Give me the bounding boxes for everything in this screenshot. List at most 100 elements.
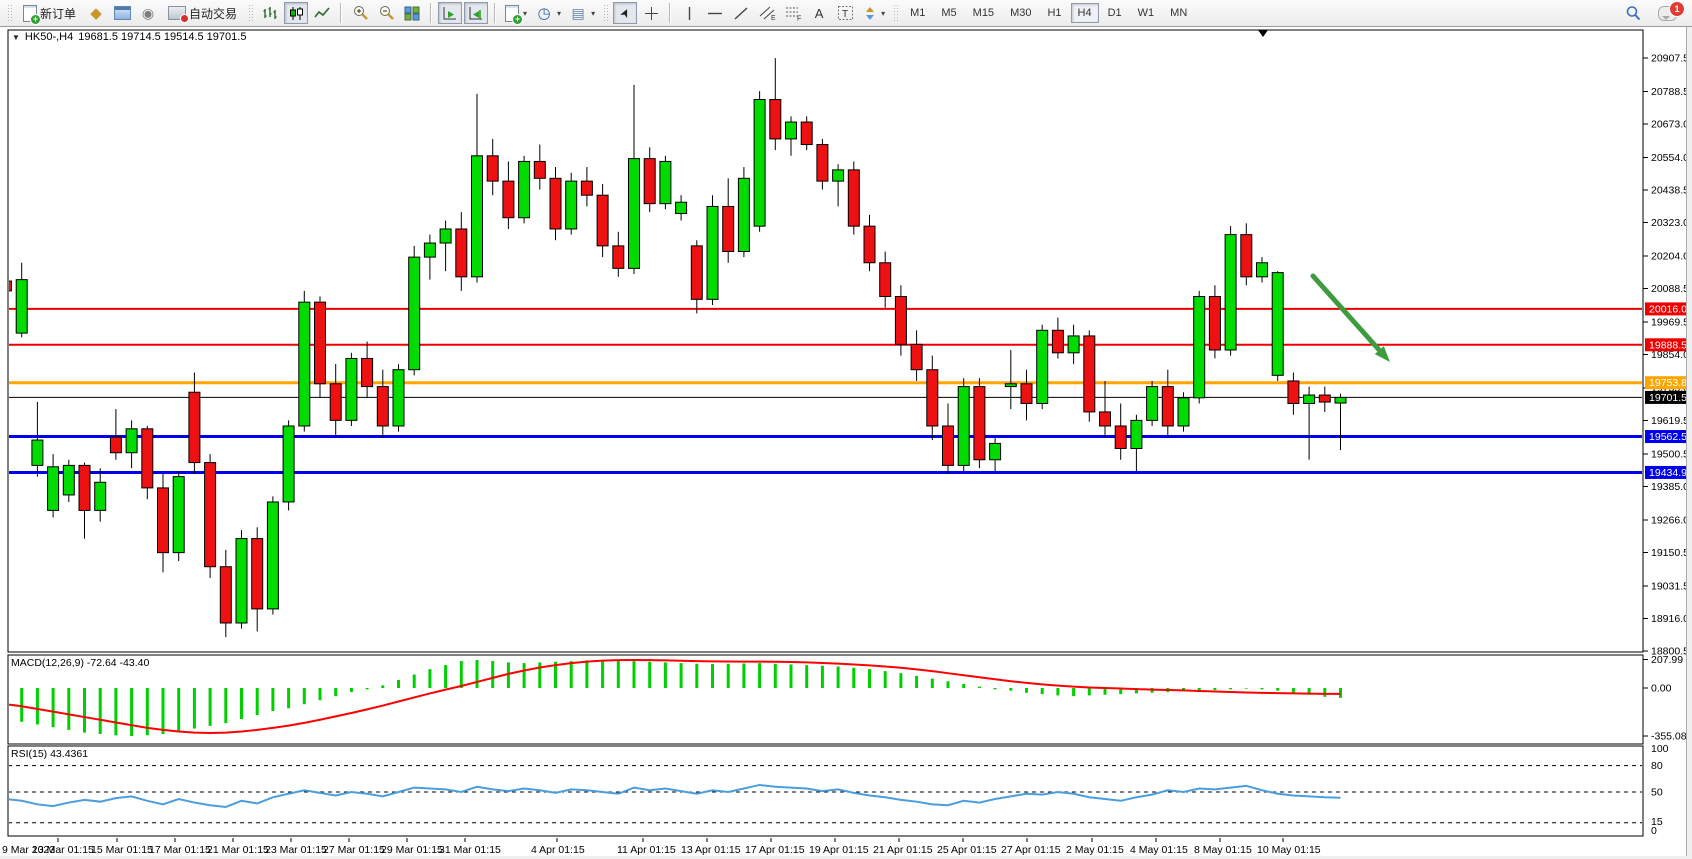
toolbar-separator bbox=[340, 3, 343, 23]
candle-body-up bbox=[15, 279, 28, 334]
candle-body-up bbox=[1303, 394, 1316, 404]
candle-body-up bbox=[675, 201, 688, 214]
candle bbox=[109, 409, 122, 460]
toolbar-drag-handle[interactable] bbox=[893, 4, 899, 22]
chart-shift-button[interactable] bbox=[464, 2, 489, 24]
label-tool-icon: T bbox=[837, 6, 853, 20]
candle bbox=[706, 195, 719, 305]
candle bbox=[376, 369, 389, 438]
fibonacci-tool-button[interactable]: F bbox=[781, 2, 805, 24]
crosshair-tool-button[interactable] bbox=[639, 2, 663, 24]
terminal-button[interactable] bbox=[110, 2, 134, 24]
date-label: 27 Apr 01:15 bbox=[1001, 844, 1061, 856]
zoom-out-button[interactable] bbox=[374, 2, 398, 24]
timeframe-m1-button[interactable]: M1 bbox=[903, 3, 932, 23]
candle bbox=[15, 262, 28, 338]
candle bbox=[235, 530, 248, 629]
toolbar-drag-handle[interactable] bbox=[248, 4, 254, 22]
bar-chart-button[interactable] bbox=[258, 2, 282, 24]
toolbar-drag-handle[interactable] bbox=[7, 4, 12, 22]
market-watch-button[interactable]: ◆ bbox=[84, 2, 108, 24]
date-label: 21 Apr 01:15 bbox=[873, 844, 933, 856]
candle bbox=[549, 167, 562, 241]
candle bbox=[1020, 369, 1033, 421]
candle bbox=[769, 58, 782, 151]
candle-body-down bbox=[863, 225, 876, 264]
zoom-in-button[interactable] bbox=[348, 2, 372, 24]
candlestick-chart-button[interactable] bbox=[284, 2, 309, 24]
candle-body-up bbox=[1004, 383, 1017, 388]
candle bbox=[47, 454, 60, 518]
arrows-tool-button[interactable]: ▾ bbox=[859, 2, 888, 24]
chart-dropdown-icon[interactable]: ▼ bbox=[12, 32, 20, 42]
toolbar-drag-handle[interactable] bbox=[603, 4, 609, 22]
candle-body-down bbox=[1099, 411, 1111, 427]
price-tick-label: 20088.5 bbox=[1651, 283, 1689, 295]
search-button[interactable] bbox=[1621, 2, 1645, 24]
insert-group: + ▾ ◷ ▾ ▤ ▾ bbox=[502, 2, 598, 25]
notifications-button[interactable]: 1 bbox=[1655, 0, 1685, 24]
auto-scroll-button[interactable] bbox=[438, 2, 463, 24]
price-badge-bg bbox=[1645, 390, 1691, 404]
candle-body-up bbox=[172, 476, 185, 554]
macd-tick-label: -355.08 bbox=[1651, 731, 1687, 743]
text-tool-button[interactable]: A bbox=[807, 2, 831, 24]
candle-body-up bbox=[1334, 396, 1347, 404]
toolbar: + 新订单 ◆ ◉ 自动交易 bbox=[0, 0, 1692, 27]
candle-body-down bbox=[486, 155, 499, 182]
candle bbox=[408, 245, 421, 376]
candle bbox=[1240, 223, 1253, 286]
candle-body-up bbox=[62, 464, 75, 496]
channel-tool-button[interactable]: E bbox=[755, 2, 779, 24]
timeframe-m5-button[interactable]: M5 bbox=[934, 3, 963, 23]
price-tick-label: 18800.5 bbox=[1651, 646, 1689, 658]
candle bbox=[62, 459, 75, 502]
macd-tick-label: 207.99 bbox=[1651, 654, 1683, 666]
candle-body-up bbox=[753, 99, 766, 227]
strategy-tester-button[interactable]: ◉ bbox=[136, 2, 160, 24]
candle bbox=[722, 178, 735, 263]
candle-body-up bbox=[785, 121, 797, 140]
macd-panel[interactable] bbox=[7, 654, 1644, 745]
candle-body-down bbox=[1208, 296, 1221, 351]
templates-button[interactable]: ▤ ▾ bbox=[566, 2, 598, 24]
cursor-tool-button[interactable]: ➤ bbox=[613, 2, 638, 24]
timeframe-m15-button[interactable]: M15 bbox=[966, 3, 1001, 23]
horizontal-line-tool-button[interactable] bbox=[703, 2, 727, 24]
main-chart-panel[interactable] bbox=[7, 29, 1644, 653]
price-axis[interactable]: 20907.5 20788.5 20673.0 20554.0 20438.5 20323… bbox=[1643, 53, 1691, 838]
candle-body-up bbox=[989, 442, 1002, 461]
tile-windows-button[interactable] bbox=[400, 2, 424, 24]
candle-body-up bbox=[1146, 386, 1159, 421]
chevron-down-icon: ▾ bbox=[591, 8, 596, 18]
trendline-tool-button[interactable] bbox=[729, 2, 753, 24]
price-badge-19434.9: 19434.9 bbox=[1645, 465, 1691, 479]
timeframe-d1-button[interactable]: D1 bbox=[1101, 3, 1129, 23]
arrow-head bbox=[1374, 346, 1390, 362]
candle-body-down bbox=[580, 180, 593, 196]
date-label: 4 Apr 01:15 bbox=[531, 844, 585, 856]
line-chart-button[interactable] bbox=[310, 2, 334, 24]
candle bbox=[78, 462, 91, 539]
chat-bubble-icon: 1 bbox=[1658, 0, 1685, 21]
timeframe-w1-button[interactable]: W1 bbox=[1131, 3, 1162, 23]
label-tool-button[interactable]: T bbox=[833, 2, 857, 24]
price-tick-label: 19150.5 bbox=[1651, 547, 1689, 559]
auto-trading-button[interactable]: 自动交易 bbox=[162, 2, 243, 24]
periods-button[interactable]: ◷ ▾ bbox=[532, 2, 564, 24]
indicators-button[interactable]: + ▾ bbox=[502, 2, 530, 25]
new-order-button[interactable]: + 新订单 bbox=[17, 2, 82, 25]
candle bbox=[1067, 324, 1080, 365]
trend-arrow-annotation[interactable] bbox=[1310, 273, 1390, 362]
vertical-line-tool-button[interactable] bbox=[677, 2, 701, 24]
timeframe-m30-button[interactable]: M30 bbox=[1003, 3, 1038, 23]
timeframe-h4-button[interactable]: H4 bbox=[1070, 3, 1099, 23]
candle-body-down bbox=[188, 391, 201, 464]
candle-body-up bbox=[1177, 397, 1190, 427]
timeframe-h1-button[interactable]: H1 bbox=[1040, 3, 1068, 23]
timeframe-mn-button[interactable]: MN bbox=[1163, 3, 1194, 23]
candle-body-up bbox=[298, 301, 311, 427]
price-badge-bg bbox=[1645, 302, 1691, 316]
